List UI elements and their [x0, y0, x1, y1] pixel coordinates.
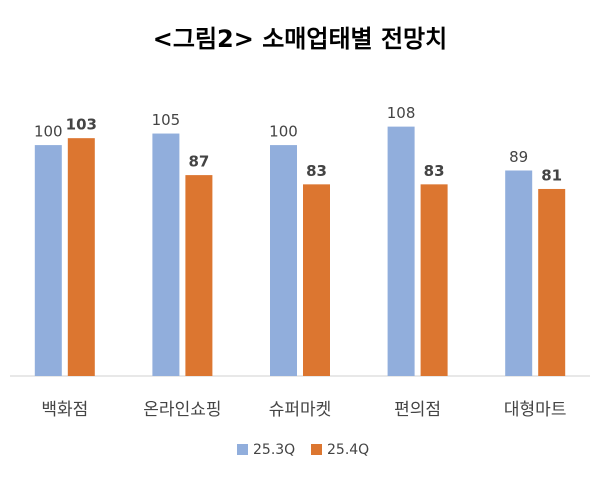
legend-label: 25.4Q: [327, 442, 369, 458]
legend-swatch: [237, 444, 248, 455]
bar: [34, 145, 62, 376]
data-label: 100: [269, 123, 298, 141]
x-tick-label: 온라인쇼핑: [143, 400, 221, 420]
bar: [505, 170, 533, 376]
bar: [387, 126, 415, 376]
legend-swatch: [311, 444, 322, 455]
data-label: 83: [424, 162, 445, 180]
bar: [152, 133, 180, 376]
data-label: 105: [152, 111, 181, 129]
x-tick-label: 슈퍼마켓: [269, 400, 332, 420]
chart-title: <그림2> 소매업태별 전망치: [153, 25, 447, 53]
bar: [67, 138, 95, 376]
data-label: 108: [387, 104, 416, 122]
bar: [538, 188, 566, 376]
x-tick-label: 대형마트: [504, 400, 567, 420]
data-label: 81: [541, 166, 562, 184]
x-tick-label: 백화점: [41, 400, 88, 420]
x-tick-label: 편의점: [394, 400, 441, 420]
data-label: 103: [66, 116, 97, 134]
bar: [185, 175, 213, 376]
bar: [270, 145, 297, 376]
legend-label: 25.3Q: [253, 442, 295, 458]
bar: [420, 184, 448, 376]
data-label: 100: [34, 123, 63, 141]
data-label: 87: [188, 153, 209, 171]
data-label: 83: [306, 162, 327, 180]
bar: [303, 184, 330, 376]
data-label: 89: [509, 148, 528, 166]
